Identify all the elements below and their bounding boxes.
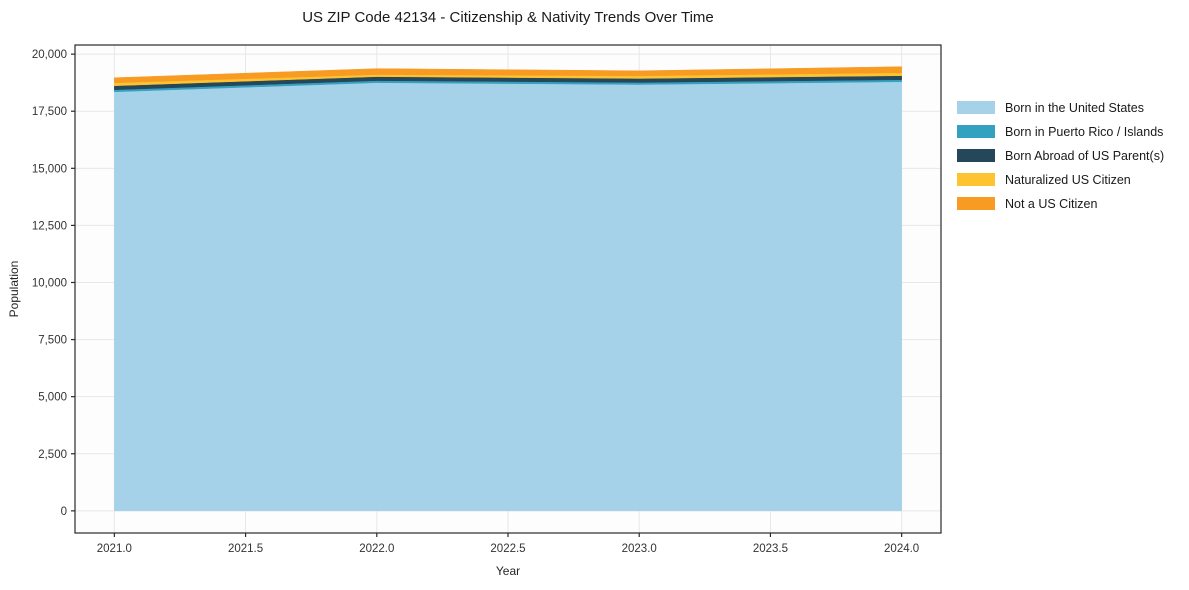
y-tick-label: 10,000: [32, 277, 67, 289]
y-tick-label: 20,000: [32, 49, 67, 61]
area-series-0: [114, 81, 902, 512]
x-tick-label: 2023.5: [753, 543, 788, 555]
legend-item-born-us: Born in the United States: [957, 100, 1164, 115]
legend-item-born-abroad: Born Abroad of US Parent(s): [957, 148, 1165, 163]
legend-swatch-born-abroad: [957, 149, 995, 162]
chart-title: US ZIP Code 42134 - Citizenship & Nativi…: [302, 9, 714, 26]
legend-item-not-citizen: Not a US Citizen: [957, 196, 1164, 211]
y-tick-label: 12,500: [32, 220, 67, 232]
legend-swatch-naturalized: [957, 173, 995, 186]
legend-label-born-us: Born in the United States: [1005, 100, 1144, 115]
legend-swatch-born-us: [957, 101, 995, 114]
legend-item-naturalized: Naturalized US Citizen: [957, 172, 1164, 187]
legend-label-born-pr: Born in Puerto Rico / Islands: [1005, 124, 1164, 139]
y-tick-label: 2,500: [38, 449, 67, 461]
x-tick-label: 2022.0: [359, 543, 394, 555]
legend-item-born-pr: Born in Puerto Rico / Islands: [957, 124, 1164, 139]
y-tick-label: 17,500: [32, 106, 67, 118]
legend-swatch-born-pr: [957, 125, 995, 138]
x-tick-label: 2023.0: [622, 543, 657, 555]
legend: Born in the United States Born in Puerto…: [957, 100, 1165, 211]
y-tick-label: 7,500: [38, 335, 67, 347]
y-tick-label: 15,000: [32, 163, 67, 175]
x-tick-label: 2021.0: [97, 543, 132, 555]
y-tick-label: 0: [61, 506, 67, 518]
y-tick-label: 5,000: [38, 392, 67, 404]
legend-label-not-citizen: Not a US Citizen: [1005, 196, 1098, 211]
legend-label-born-abroad: Born Abroad of US Parent(s): [1005, 148, 1165, 163]
legend-swatch-not-citizen: [957, 197, 995, 210]
y-axis-label: Population: [7, 260, 21, 318]
x-tick-label: 2022.5: [490, 543, 525, 555]
x-tick-label: 2024.0: [884, 543, 919, 555]
x-axis-label: Year: [495, 564, 521, 578]
x-tick-label: 2021.5: [228, 543, 263, 555]
area-series-4: [114, 66, 902, 84]
legend-label-naturalized: Naturalized US Citizen: [1005, 172, 1131, 187]
